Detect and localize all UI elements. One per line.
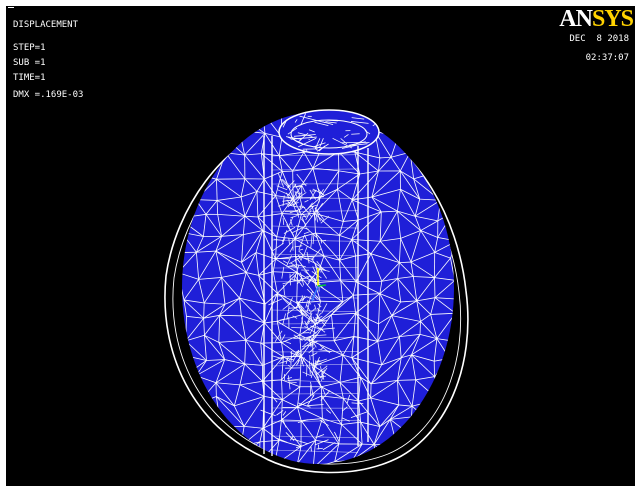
logo-part-an: AN: [559, 6, 593, 32]
graphics-window[interactable]: DISPLACEMENT STEP=1 SUB =1 TIME=1 DMX =.…: [6, 6, 635, 486]
mesh-model-view: [164, 109, 469, 474]
ansys-logo: ANSYS: [559, 6, 634, 32]
top-boss-rim: [290, 119, 368, 149]
undeformed-outline: [164, 130, 469, 474]
logo-part-sys: SYS: [591, 6, 634, 32]
sub-label: SUB =1: [13, 58, 46, 68]
step-label: STEP=1: [13, 43, 46, 53]
plot-time: 02:37:07: [585, 53, 629, 63]
dmx-label: DMX =.169E-03: [13, 90, 84, 100]
top-boss-mesh: [282, 113, 376, 152]
plot-title: DISPLACEMENT: [13, 20, 79, 30]
central-cylinder: [263, 136, 369, 456]
top-boss: [278, 109, 380, 155]
bottom-boss: [260, 390, 368, 452]
time-label: TIME=1: [13, 73, 46, 83]
axis-triad-icon: [311, 268, 327, 302]
undeformed-outline-inner: [172, 136, 462, 465]
plot-date: DEC 8 2018: [569, 34, 629, 44]
window-number-marker: [8, 7, 14, 8]
